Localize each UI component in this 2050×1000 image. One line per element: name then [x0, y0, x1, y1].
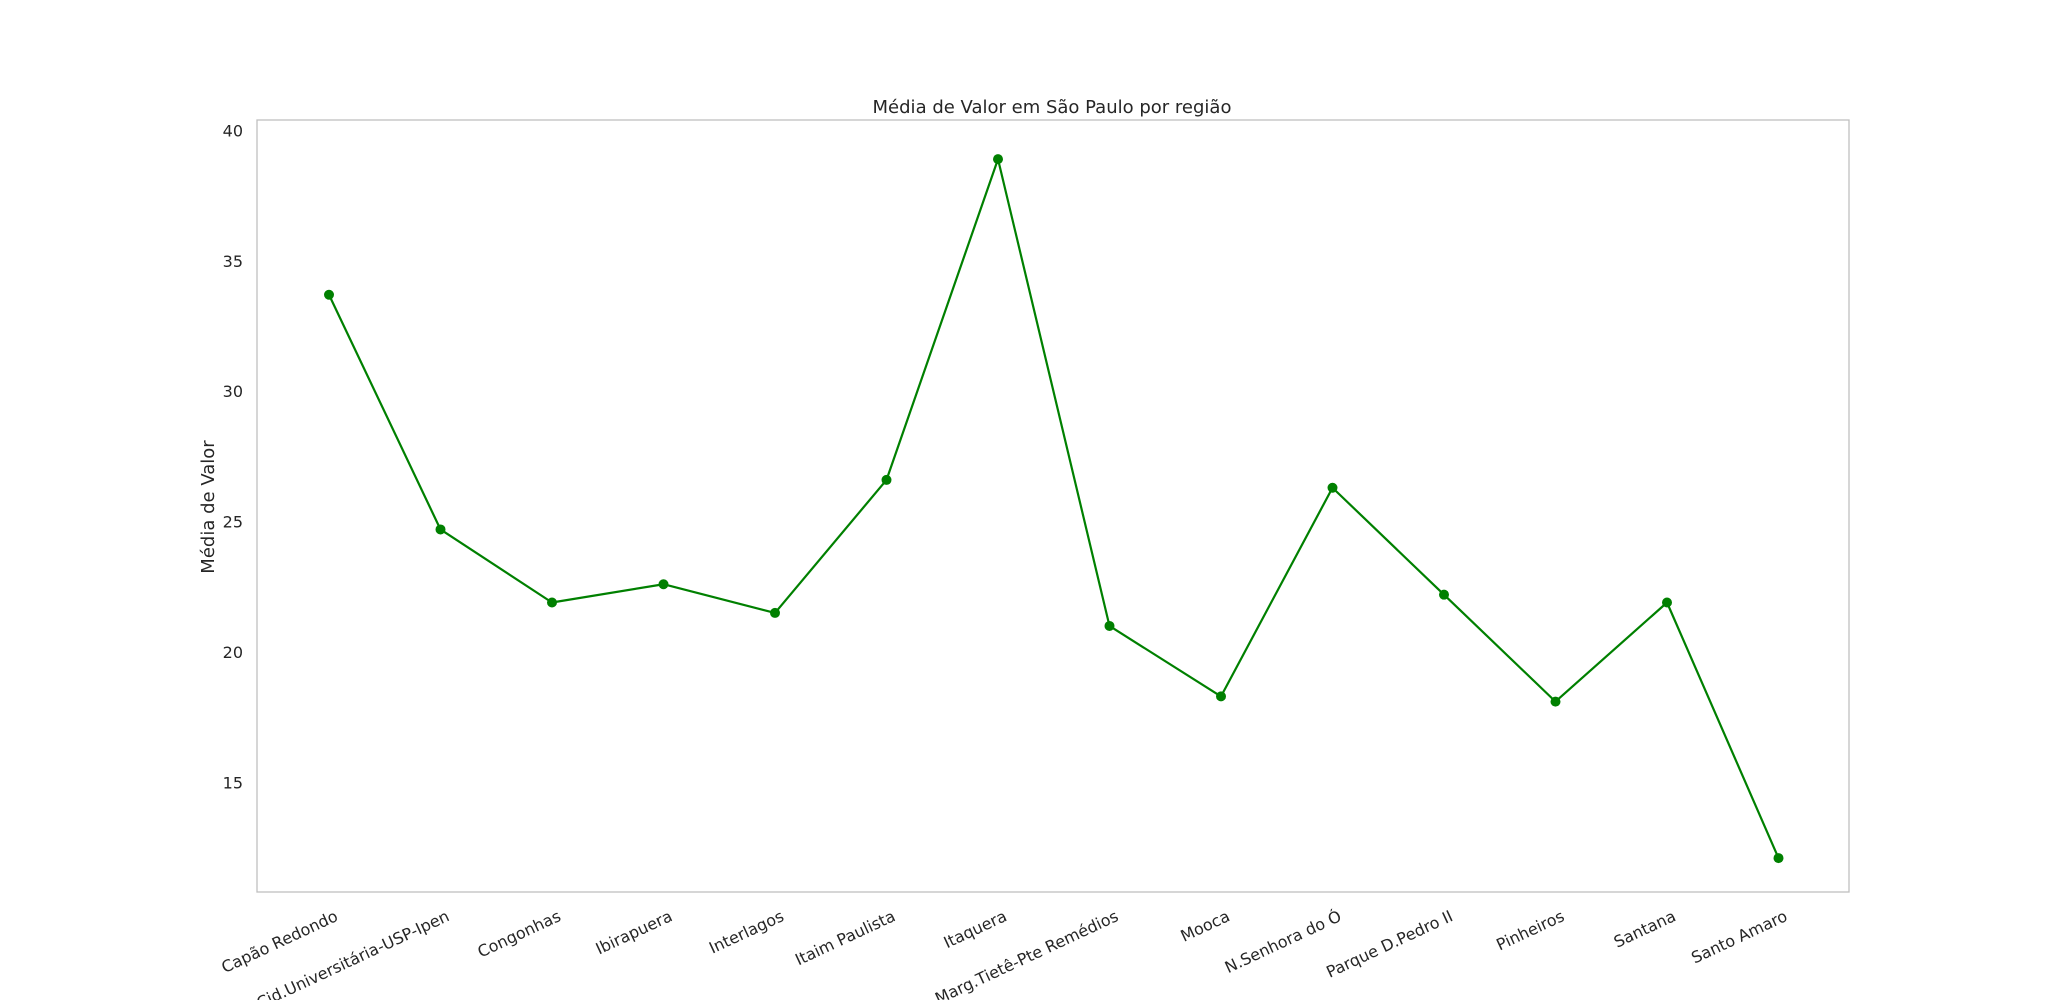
y-tick-label: 15: [223, 773, 243, 792]
x-tick-label: Cid.Universitária-USP-Ipen: [254, 906, 453, 1000]
data-point-marker: [435, 524, 446, 535]
x-tick-label: Parque D.Pedro II: [1323, 906, 1455, 981]
data-point-marker: [1327, 482, 1338, 493]
series-line: [328, 158, 1780, 859]
y-axis-label: Média de Valor: [198, 440, 219, 574]
data-point-marker: [658, 579, 669, 590]
y-tick-label: 25: [223, 513, 243, 532]
plot-area-frame: [256, 119, 1850, 893]
x-tick-label: Itaquera: [941, 906, 1010, 952]
data-point-marker: [1662, 597, 1672, 608]
x-tick-label: Marg.Tietê-Pte Remédios: [932, 906, 1121, 1000]
x-tick-label: Interlagos: [706, 906, 787, 957]
data-point-marker: [1773, 853, 1784, 864]
data-point-marker: [324, 289, 334, 300]
x-tick-label: Pinheiros: [1493, 906, 1567, 954]
data-point-marker: [770, 607, 780, 618]
data-point-marker: [993, 154, 1003, 165]
y-axis-ticks: 15 20 25 30 35 40: [223, 121, 243, 792]
data-point-marker: [547, 597, 557, 608]
x-tick-label: Itaim Paulista: [792, 906, 898, 969]
y-tick-label: 20: [223, 643, 243, 662]
x-tick-label: Mooca: [1178, 906, 1233, 945]
data-point-marker: [881, 474, 892, 485]
x-tick-label: Congonhas: [475, 906, 564, 961]
y-tick-label: 40: [223, 121, 243, 140]
y-tick-label: 30: [223, 382, 243, 401]
series-group: [324, 154, 1784, 864]
data-point-marker: [1216, 691, 1226, 702]
data-point-marker: [1439, 589, 1449, 600]
chart-title: Média de Valor em São Paulo por região: [873, 97, 1232, 118]
data-point-marker: [1104, 620, 1115, 631]
x-tick-label: Ibirapuera: [593, 906, 676, 958]
x-tick-label: Santo Amaro: [1688, 906, 1790, 967]
data-point-marker: [1550, 696, 1561, 707]
x-tick-label: Santana: [1611, 906, 1679, 951]
y-tick-label: 35: [223, 252, 243, 271]
